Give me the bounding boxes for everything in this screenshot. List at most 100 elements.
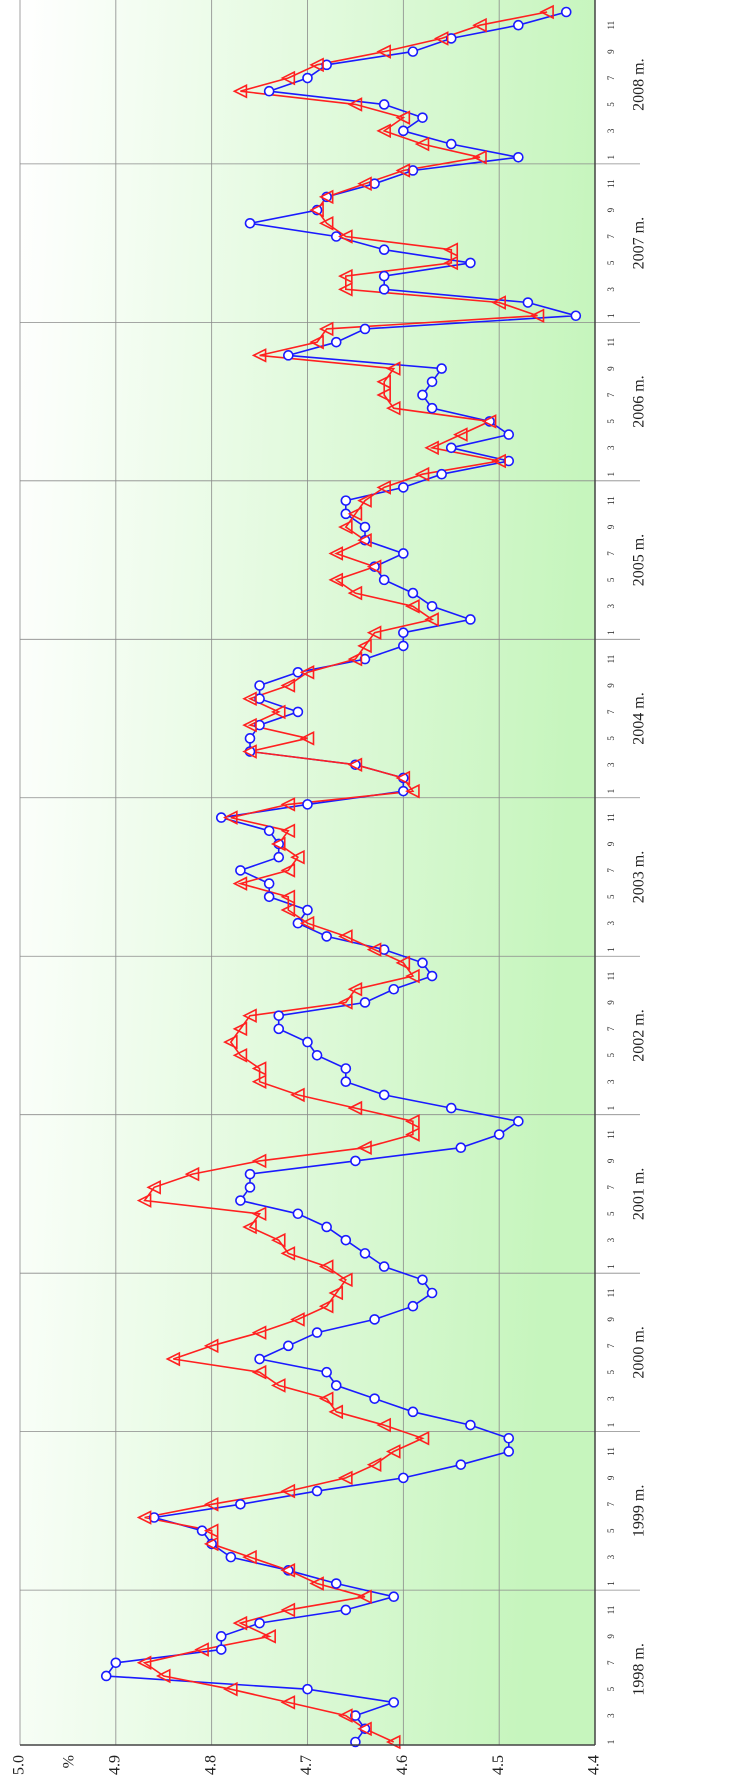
data-point <box>290 1312 305 1327</box>
data-point <box>513 19 524 31</box>
data-point <box>395 110 411 125</box>
data-point <box>261 1629 276 1644</box>
month-label: 7 <box>606 1660 616 1665</box>
data-point <box>513 151 524 163</box>
month-label: 1 <box>606 1106 616 1111</box>
data-point <box>529 308 545 324</box>
data-point <box>263 825 275 837</box>
data-point <box>426 1287 438 1299</box>
data-point <box>378 1261 390 1272</box>
data-point <box>347 97 363 112</box>
data-point <box>251 1206 267 1222</box>
data-point <box>100 1670 112 1682</box>
data-point <box>321 59 332 71</box>
month-label: 11 <box>606 1606 616 1615</box>
data-point <box>311 1049 323 1061</box>
data-point <box>223 1681 238 1697</box>
data-point <box>347 1100 363 1116</box>
data-point <box>503 1432 515 1444</box>
data-point <box>407 1300 419 1312</box>
data-point <box>376 387 391 403</box>
data-point <box>330 336 342 348</box>
data-point <box>455 1142 467 1154</box>
month-label: 9 <box>606 1158 616 1163</box>
data-point <box>481 414 497 429</box>
data-point <box>280 1563 296 1578</box>
month-label: 3 <box>606 762 616 767</box>
data-point <box>414 1430 430 1446</box>
month-label: 9 <box>606 841 616 846</box>
month-label: 1 <box>606 630 616 635</box>
data-point <box>148 1512 160 1523</box>
data-point <box>270 1232 286 1248</box>
data-point <box>417 112 428 123</box>
data-point <box>184 1166 200 1182</box>
data-point <box>398 125 409 137</box>
data-point <box>110 1657 122 1669</box>
data-point <box>311 1485 323 1497</box>
data-point <box>321 1221 332 1233</box>
data-point <box>290 849 305 865</box>
data-point <box>405 968 420 984</box>
data-point <box>357 532 372 548</box>
data-point <box>359 997 371 1008</box>
data-point <box>417 1274 428 1286</box>
data-point <box>445 1102 457 1114</box>
data-point <box>366 625 382 640</box>
data-point <box>280 678 296 693</box>
month-label: 3 <box>606 287 616 292</box>
data-point <box>318 1298 334 1314</box>
data-point <box>244 733 256 744</box>
data-point <box>388 1591 400 1603</box>
axis-label: % <box>61 1755 78 1768</box>
data-point <box>388 1697 400 1708</box>
month-label: 3 <box>606 1396 616 1401</box>
month-label: 3 <box>606 604 616 609</box>
data-point <box>424 440 439 456</box>
data-point <box>215 1631 227 1642</box>
data-point <box>366 1457 382 1472</box>
data-point <box>338 1708 353 1723</box>
data-point <box>407 1406 419 1418</box>
data-point <box>242 691 257 707</box>
data-point <box>330 1578 342 1589</box>
month-label: 11 <box>606 1130 616 1139</box>
data-point <box>292 1208 304 1220</box>
data-point <box>270 704 286 720</box>
data-point <box>235 1195 246 1206</box>
data-point <box>503 455 515 467</box>
month-label: 7 <box>606 392 616 397</box>
month-label: 11 <box>606 21 616 30</box>
y-tick-label: 4.5 <box>490 1755 507 1775</box>
data-point <box>273 1023 285 1035</box>
data-point <box>405 783 420 799</box>
year-label: 1998 m. <box>631 1643 648 1695</box>
data-point <box>270 836 286 852</box>
data-point <box>235 865 246 876</box>
data-point <box>309 334 324 350</box>
data-point <box>280 902 296 918</box>
data-point <box>414 466 430 482</box>
data-point <box>398 627 409 638</box>
data-point <box>302 904 313 916</box>
month-label: 5 <box>606 1053 616 1058</box>
month-label: 11 <box>606 1447 616 1456</box>
year-label: 2006 m. <box>631 375 648 427</box>
data-point <box>299 731 315 746</box>
data-point <box>232 1047 248 1063</box>
data-point <box>280 1602 296 1618</box>
data-point <box>376 44 391 59</box>
data-point <box>340 1234 352 1246</box>
data-point <box>242 717 257 733</box>
month-label: 9 <box>606 1475 616 1480</box>
data-point <box>426 402 438 414</box>
data-point <box>443 255 459 271</box>
month-label: 7 <box>606 551 616 556</box>
data-point <box>263 891 275 903</box>
data-point <box>491 453 506 469</box>
y-tick-label: 4.9 <box>107 1755 124 1775</box>
data-point <box>254 680 265 691</box>
data-point <box>292 706 304 718</box>
data-point <box>280 1246 296 1261</box>
month-label: 1 <box>606 1423 616 1428</box>
